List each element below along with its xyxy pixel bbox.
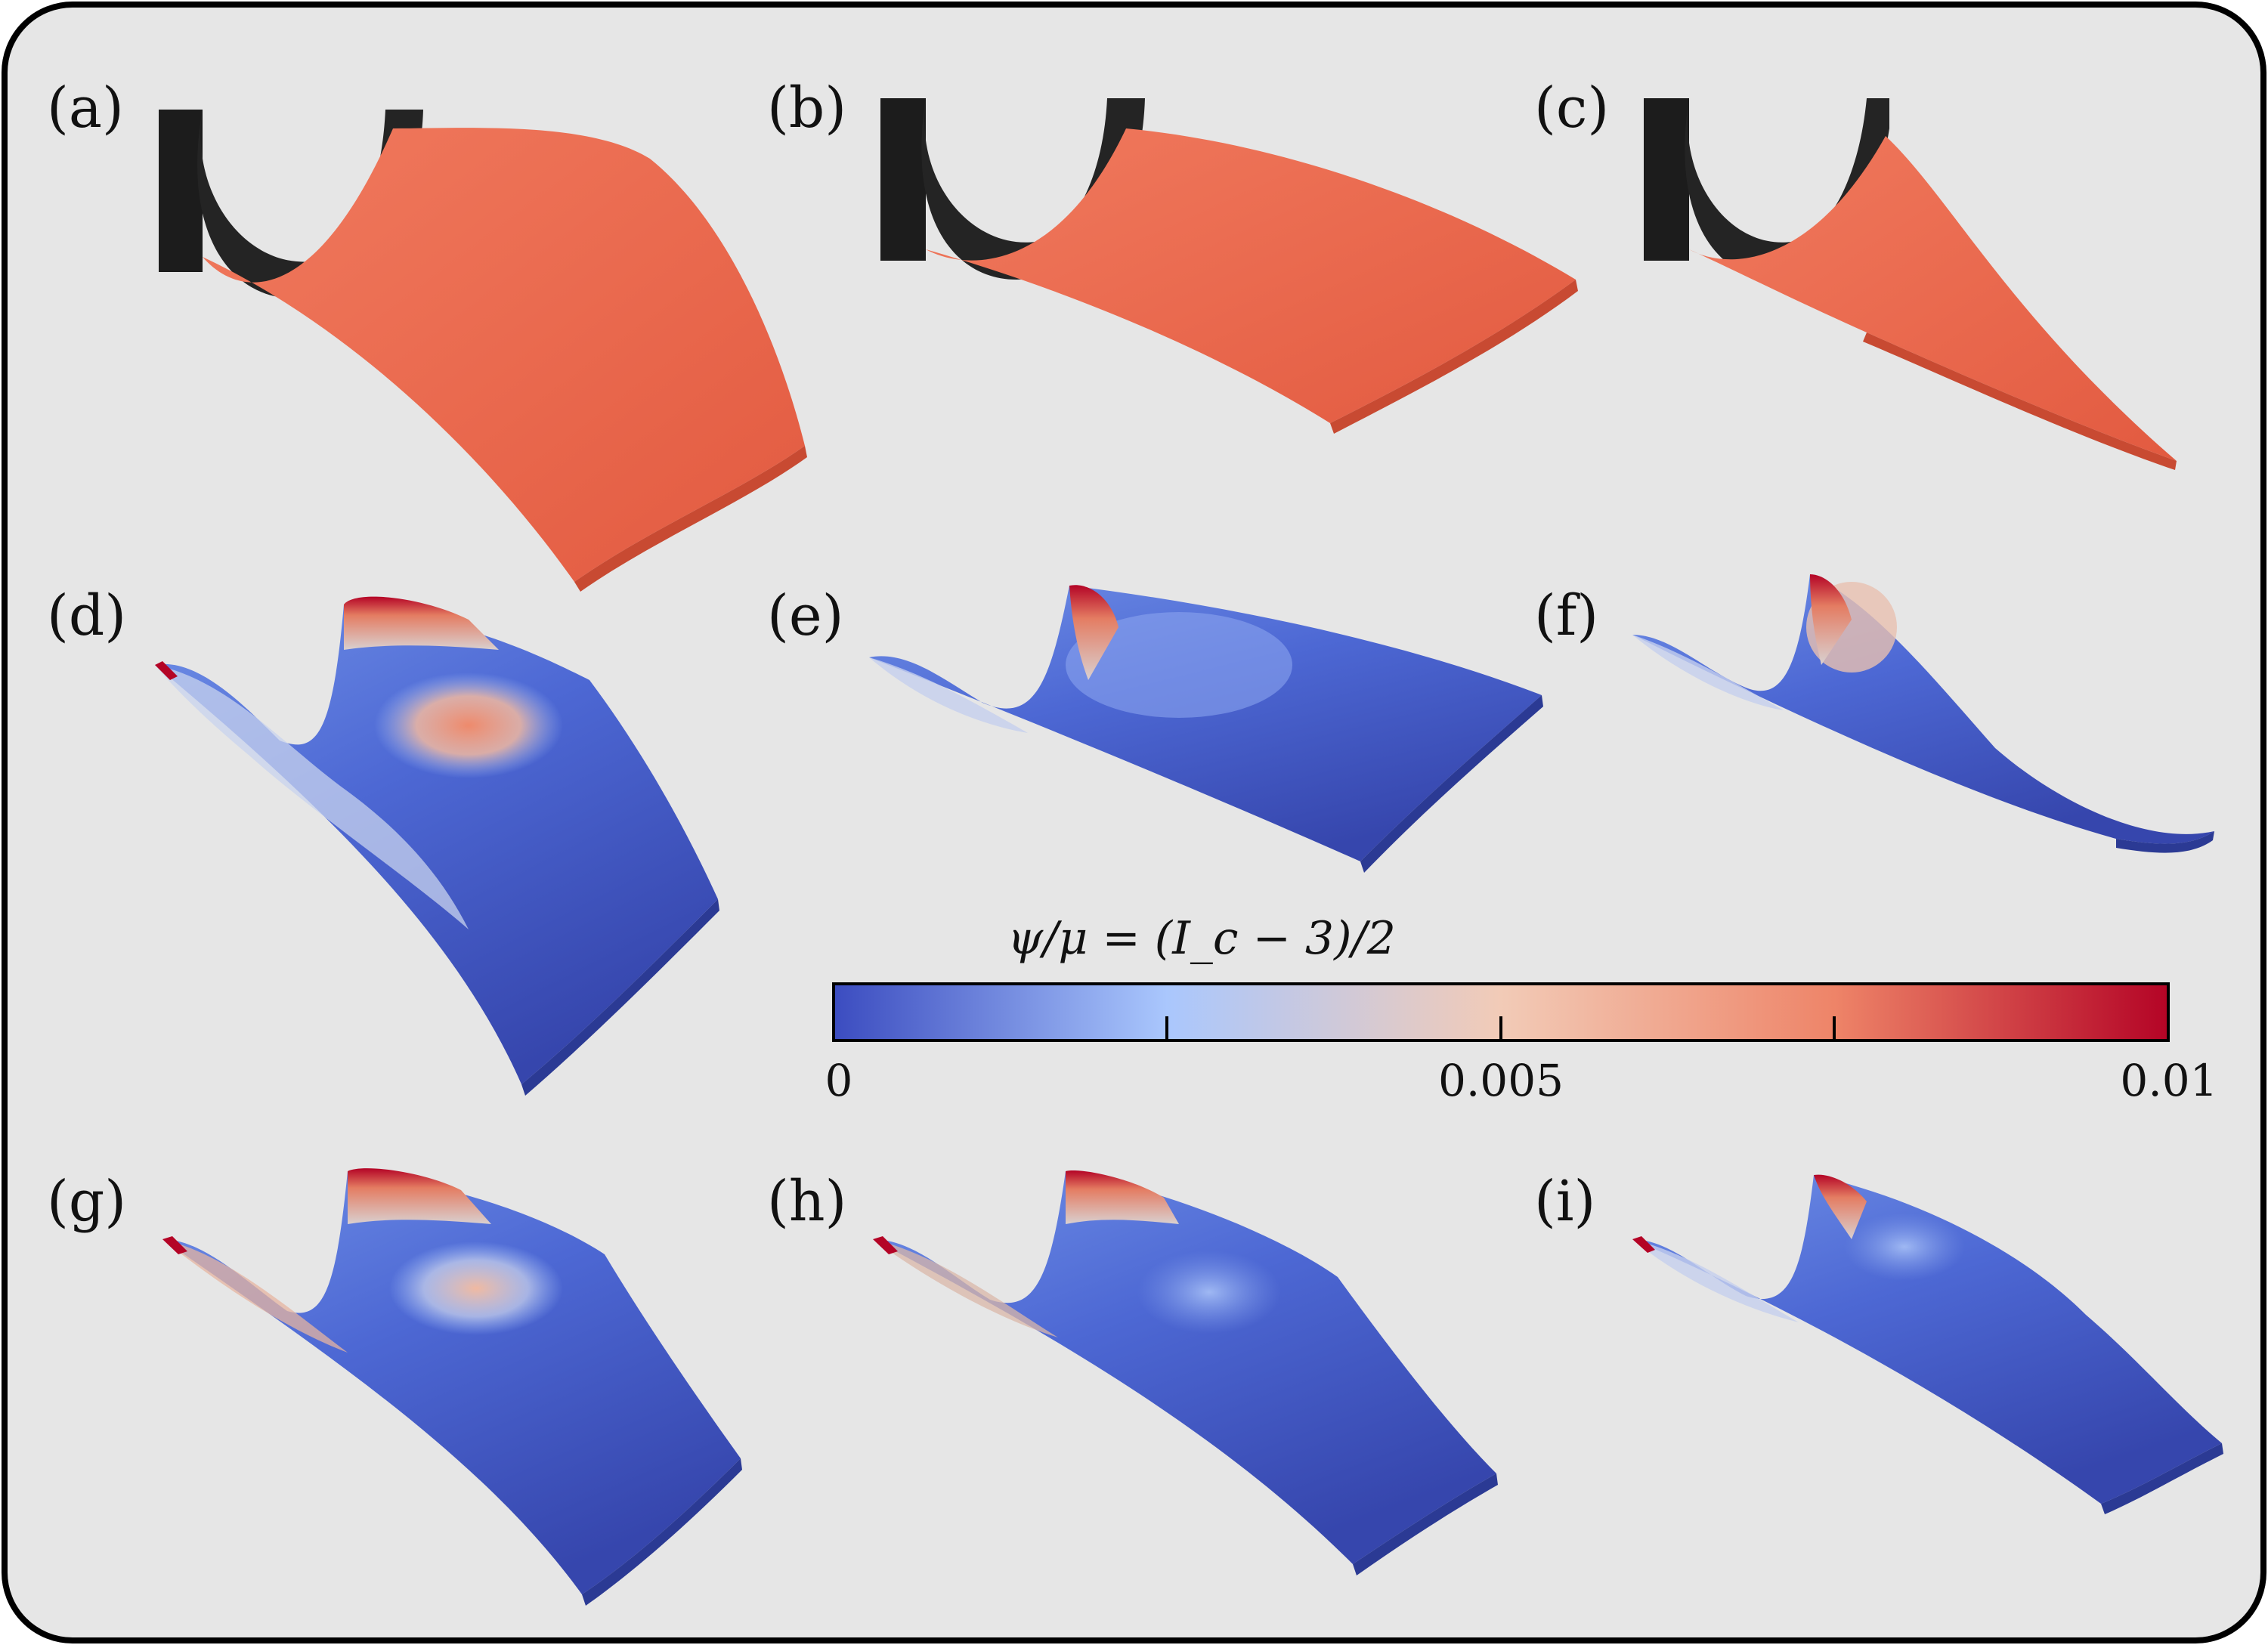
colorbar-tick-label: 0: [825, 1055, 853, 1106]
sim-h: [873, 1170, 1498, 1575]
panel-label-d: (d): [47, 583, 126, 648]
colorbar-tick-label: 0.005: [1438, 1055, 1564, 1106]
sim-d: [155, 596, 719, 1096]
sim-i: [1632, 1174, 2223, 1514]
panel-label-b: (b): [767, 76, 846, 141]
photo-c: [1644, 98, 2177, 470]
colorbar-title: ψ/μ = (I_c − 3)/2: [1007, 912, 1396, 965]
panel-label-a: (a): [47, 76, 124, 141]
panel-label-c: (c): [1534, 76, 1609, 141]
panel-label-h: (h): [767, 1169, 846, 1234]
panel-label-f: (f): [1534, 583, 1598, 648]
panel-label-e: (e): [767, 583, 844, 648]
colorbar-tick-label: 0.01: [2120, 1055, 2217, 1106]
colorbar: ψ/μ = (I_c − 3)/2 0 0.005 0.01: [825, 912, 2218, 1106]
sim-g: [162, 1168, 742, 1606]
panel-label-i: (i): [1534, 1169, 1595, 1234]
sim-f: [1632, 574, 2214, 853]
sim-e: [869, 585, 1543, 873]
photo-b: [880, 98, 1578, 434]
photo-a: [159, 110, 807, 592]
panel-label-g: (g): [47, 1169, 126, 1234]
